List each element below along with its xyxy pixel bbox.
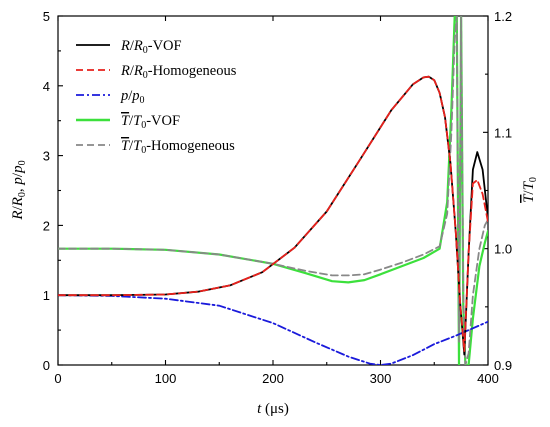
y-right-tick-label: 1.2 [494,9,512,24]
legend-item: R/R0-VOF [76,38,182,56]
legend-item: p/p0 [76,88,145,106]
legend-label: R/R0-Homogeneous [120,63,237,81]
x-tick-label: 400 [477,371,499,386]
legend-label: T/T0-Homogeneous [121,138,235,156]
legend-item: T/T0-Homogeneous [76,138,235,156]
svg-text:T/T0: T/T0 [521,177,539,203]
axis-ticks: 0 100 200 300 400 0 1 2 3 4 5 0.9 1.0 1.1 1.2 [43,9,512,386]
y-left-tick-label: 4 [43,79,50,94]
series-line-1 [58,75,488,352]
x-tick-label: 0 [54,371,61,386]
y-right-tick-label: 1.1 [494,125,512,140]
x-tick-label: 300 [370,371,392,386]
x-axis-label: t (μs) [257,401,289,417]
y-left-tick-label: 0 [43,358,50,373]
series-layer [58,16,488,365]
legend: R/R0-VOF R/R0-Homogeneous p/p0 T/T0-VOF T/T0… [76,38,237,156]
legend-label: T/T0-VOF [121,113,180,131]
svg-text:R/R0, p/p0: R/R0, p/p0 [10,160,28,220]
y-right-tick-label: 0.9 [494,358,512,373]
y-right-tick-label: 1.0 [494,242,512,257]
series-line-2 [58,294,488,365]
y-left-tick-label: 2 [43,218,50,233]
y-left-tick-label: 1 [43,288,50,303]
legend-label: p/p0 [120,88,145,106]
legend-item: R/R0-Homogeneous [76,63,237,81]
y-axis-right-label: T/T0 [521,177,539,203]
legend-item: T/T0-VOF [76,113,180,131]
y-axis-left-label: R/R0, p/p0 [10,160,28,220]
legend-label: R/R0-VOF [120,38,182,56]
x-tick-label: 200 [262,371,284,386]
series-line-4 [58,16,488,365]
x-tick-label: 100 [155,371,177,386]
y-left-tick-label: 5 [43,9,50,24]
y-left-tick-label: 3 [43,149,50,164]
